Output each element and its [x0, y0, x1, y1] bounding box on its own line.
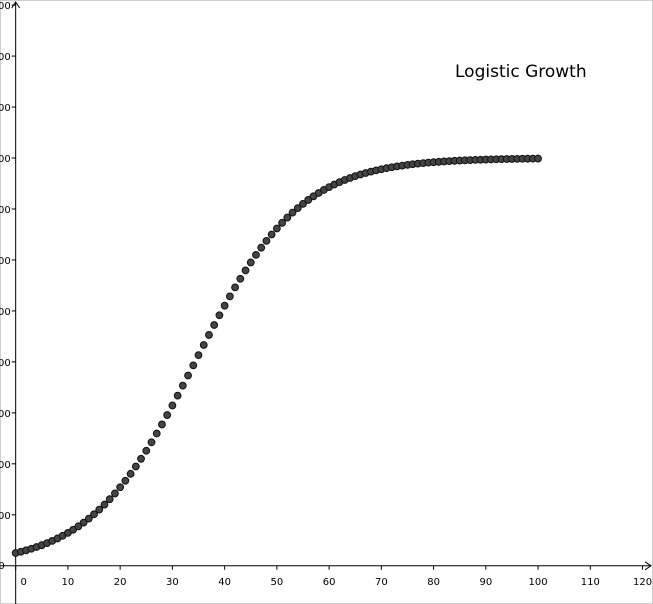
- x-tick-label: 90: [479, 577, 492, 588]
- data-point: [232, 284, 239, 291]
- data-point: [164, 412, 171, 419]
- data-point: [112, 490, 119, 497]
- data-point: [258, 244, 265, 251]
- data-point: [221, 302, 228, 309]
- tick-labels: 0 10 20 30 40 50 60 70 80 90 100 110 120 0 100 200 300 40…: [0, 1, 652, 588]
- x-tick-label: 60: [323, 577, 336, 588]
- data-point: [148, 439, 155, 446]
- y-tick-label: 600: [0, 256, 11, 267]
- data-point: [185, 372, 192, 379]
- x-tick-label: 100: [529, 577, 548, 588]
- data-point: [535, 155, 542, 162]
- x-tick-label: 80: [427, 577, 440, 588]
- data-point: [273, 225, 280, 232]
- x-tick-label: 40: [218, 577, 231, 588]
- y-tick-label: 700: [0, 205, 11, 216]
- data-point: [242, 267, 249, 274]
- data-point: [132, 463, 139, 470]
- data-point: [211, 322, 218, 329]
- data-point: [127, 470, 134, 477]
- y-tick-label: 400: [0, 358, 11, 369]
- data-point: [153, 430, 160, 437]
- data-point: [138, 455, 145, 462]
- data-point: [226, 293, 233, 300]
- x-tick-label: 30: [166, 577, 179, 588]
- y-tick-label: 500: [0, 307, 11, 318]
- data-point: [179, 382, 186, 389]
- data-point: [169, 402, 176, 409]
- data-point: [106, 496, 113, 503]
- data-point: [190, 362, 197, 369]
- x-tick-label: 0: [20, 577, 26, 588]
- x-tick-label: 10: [62, 577, 75, 588]
- data-point: [200, 342, 207, 349]
- data-point: [253, 251, 260, 258]
- data-point: [268, 231, 275, 238]
- data-point: [117, 484, 124, 491]
- data-point: [247, 259, 254, 266]
- data-point: [216, 312, 223, 319]
- data-point: [143, 447, 150, 454]
- data-point: [206, 332, 213, 339]
- data-point: [159, 421, 166, 428]
- y-tick-label: 200: [0, 460, 11, 471]
- data-point: [101, 501, 108, 508]
- y-tick-label: 900: [0, 103, 11, 114]
- data-points: [12, 155, 541, 556]
- x-tick-label: 120: [633, 577, 652, 588]
- data-point: [263, 237, 270, 244]
- data-point: [122, 477, 129, 484]
- x-tick-label: 20: [114, 577, 127, 588]
- x-tick-label: 110: [581, 577, 600, 588]
- y-tick-label: 800: [0, 154, 11, 165]
- data-point: [237, 275, 244, 282]
- chart-title: Logistic Growth: [455, 62, 587, 82]
- y-tick-label: 0: [0, 561, 5, 572]
- data-point: [195, 352, 202, 359]
- x-tick-label: 50: [271, 577, 284, 588]
- data-point: [174, 392, 181, 399]
- x-tick-label: 70: [375, 577, 388, 588]
- y-tick-label: 100: [0, 511, 11, 522]
- y-tick-label: 1100: [0, 1, 11, 12]
- data-point: [279, 219, 286, 226]
- y-tick-label: 1000: [0, 52, 11, 63]
- y-tick-label: 300: [0, 409, 11, 420]
